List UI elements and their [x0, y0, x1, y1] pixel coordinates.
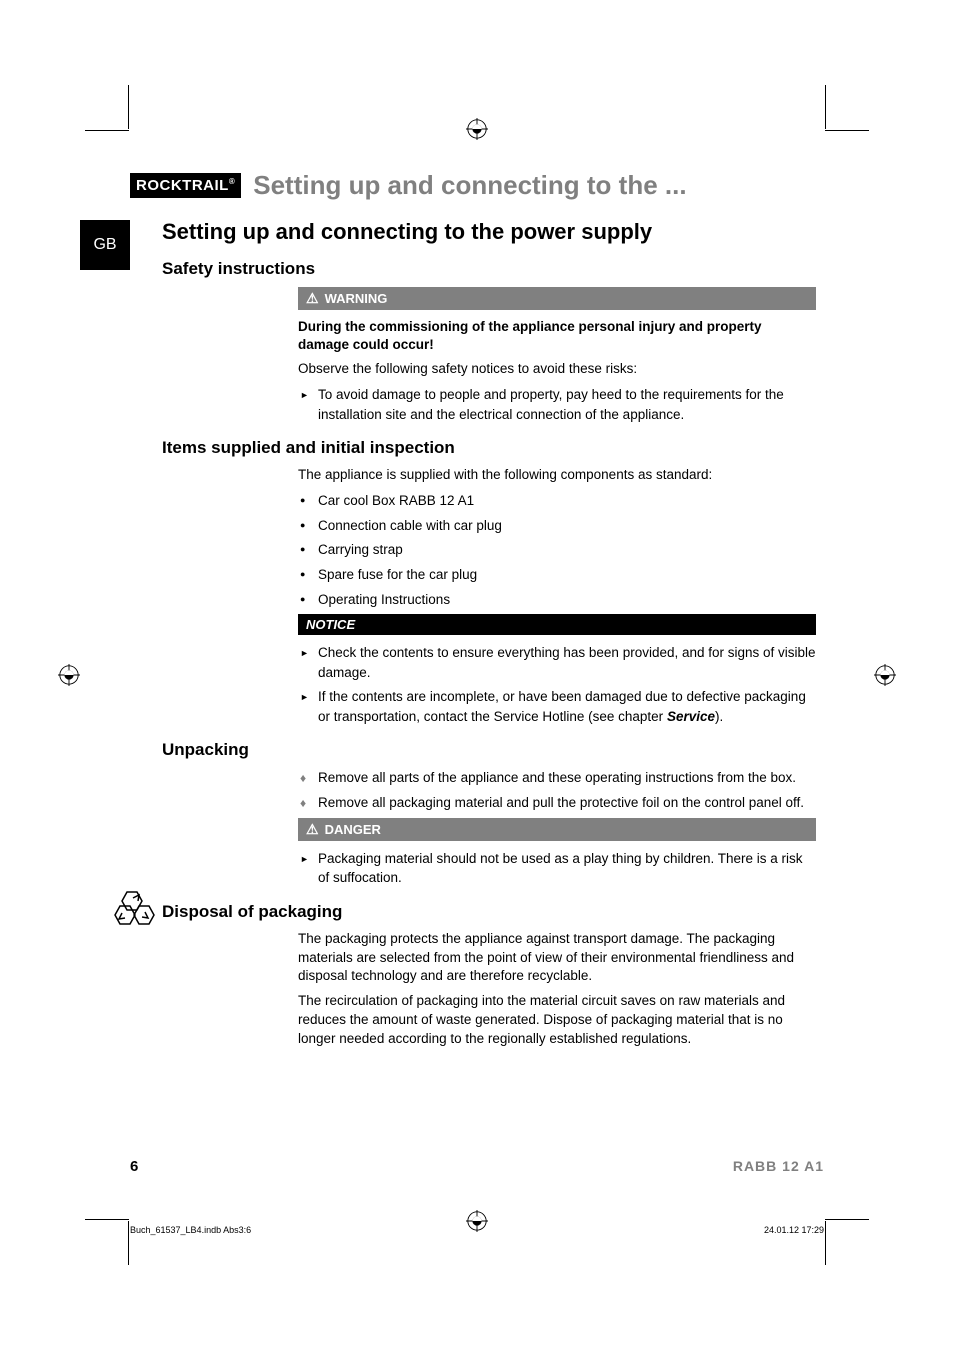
list-item: Remove all parts of the appliance and th… — [298, 768, 816, 788]
list-text: If the contents are incomplete, or have … — [318, 689, 806, 724]
page-title: Setting up and connecting to the power s… — [162, 219, 824, 245]
list-text: Check the contents to ensure everything … — [318, 645, 816, 680]
list-item: Check the contents to ensure everything … — [298, 643, 816, 682]
list-item: Spare fuse for the car plug — [298, 565, 816, 585]
list-text: Operating Instructions — [318, 592, 450, 607]
notice-bar: NOTICE — [298, 614, 816, 635]
bullet-icon — [300, 590, 305, 610]
warning-triangle-icon: ⚠ — [306, 821, 319, 838]
crop-mark — [825, 85, 826, 129]
section-heading-disposal: Disposal of packaging — [162, 902, 824, 922]
print-metadata: Buch_61537_LB4.indb Abs3:6 24.01.12 17:2… — [130, 1225, 824, 1235]
section-heading-safety: Safety instructions — [162, 259, 824, 279]
crop-mark — [128, 1221, 129, 1265]
section-heading-unpacking: Unpacking — [162, 740, 824, 760]
warning-triangle-icon: ⚠ — [306, 290, 319, 307]
registration-mark-icon — [874, 664, 896, 686]
notice-label: NOTICE — [306, 617, 355, 632]
language-badge: GB — [80, 220, 130, 270]
list-text: Spare fuse for the car plug — [318, 567, 477, 582]
list-item: If the contents are incomplete, or have … — [298, 687, 816, 726]
list-text: Packaging material should not be used as… — [318, 851, 803, 886]
list-item: Connection cable with car plug — [298, 516, 816, 536]
diamond-bullet-icon — [300, 793, 306, 813]
crop-mark — [825, 1221, 826, 1265]
warning-label: WARNING — [325, 291, 388, 306]
brand-text: ROCKTRAIL — [136, 177, 229, 194]
diamond-bullet-icon — [300, 768, 306, 788]
registered-mark: ® — [229, 177, 235, 186]
arrow-bullet-icon — [300, 643, 309, 663]
list-text: To avoid damage to people and property, … — [318, 387, 784, 422]
list-item: Carrying strap — [298, 540, 816, 560]
bullet-icon — [300, 565, 305, 585]
recycle-icon — [113, 884, 161, 932]
crop-mark — [825, 130, 869, 131]
list-text: Car cool Box RABB 12 A1 — [318, 493, 474, 508]
model-number: RABB 12 A1 — [733, 1158, 824, 1174]
danger-bar: ⚠ DANGER — [298, 818, 816, 841]
registration-mark-icon — [466, 118, 488, 140]
header: ROCKTRAIL® Setting up and connecting to … — [130, 170, 824, 201]
bullet-icon — [300, 540, 305, 560]
crop-mark — [85, 1219, 129, 1220]
list-text: Connection cable with car plug — [318, 518, 502, 533]
footer: 6 RABB 12 A1 — [130, 1158, 824, 1175]
body-text: The recirculation of packaging into the … — [298, 992, 816, 1049]
list-item: Operating Instructions — [298, 590, 816, 610]
warning-bold-text: During the commissioning of the applianc… — [298, 318, 816, 354]
list-item: Car cool Box RABB 12 A1 — [298, 491, 816, 511]
arrow-bullet-icon — [300, 687, 309, 707]
list-text: Remove all parts of the appliance and th… — [318, 770, 796, 785]
section-heading-items: Items supplied and initial inspection — [162, 438, 824, 458]
crop-mark — [128, 85, 129, 129]
arrow-bullet-icon — [300, 849, 309, 869]
list-item: Remove all packaging material and pull t… — [298, 793, 816, 813]
bullet-icon — [300, 516, 305, 536]
page-number: 6 — [130, 1158, 138, 1175]
print-file: Buch_61537_LB4.indb Abs3:6 — [130, 1225, 251, 1235]
body-text: Observe the following safety notices to … — [298, 360, 816, 379]
bullet-icon — [300, 491, 305, 511]
crop-mark — [825, 1219, 869, 1220]
body-text: The appliance is supplied with the follo… — [298, 466, 816, 485]
arrow-bullet-icon — [300, 385, 309, 405]
list-item: To avoid damage to people and property, … — [298, 385, 816, 424]
running-header: Setting up and connecting to the ... — [253, 170, 686, 201]
list-text: Remove all packaging material and pull t… — [318, 795, 804, 810]
print-timestamp: 24.01.12 17:29 — [764, 1225, 824, 1235]
list-text: Carrying strap — [318, 542, 403, 557]
crop-mark — [85, 130, 129, 131]
warning-bar: ⚠ WARNING — [298, 287, 816, 310]
registration-mark-icon — [58, 664, 80, 686]
brand-logo: ROCKTRAIL® — [130, 173, 241, 198]
body-text: The packaging protects the appliance aga… — [298, 930, 816, 987]
page-content: ROCKTRAIL® Setting up and connecting to … — [130, 170, 824, 1049]
danger-label: DANGER — [325, 822, 381, 837]
list-item: Packaging material should not be used as… — [298, 849, 816, 888]
